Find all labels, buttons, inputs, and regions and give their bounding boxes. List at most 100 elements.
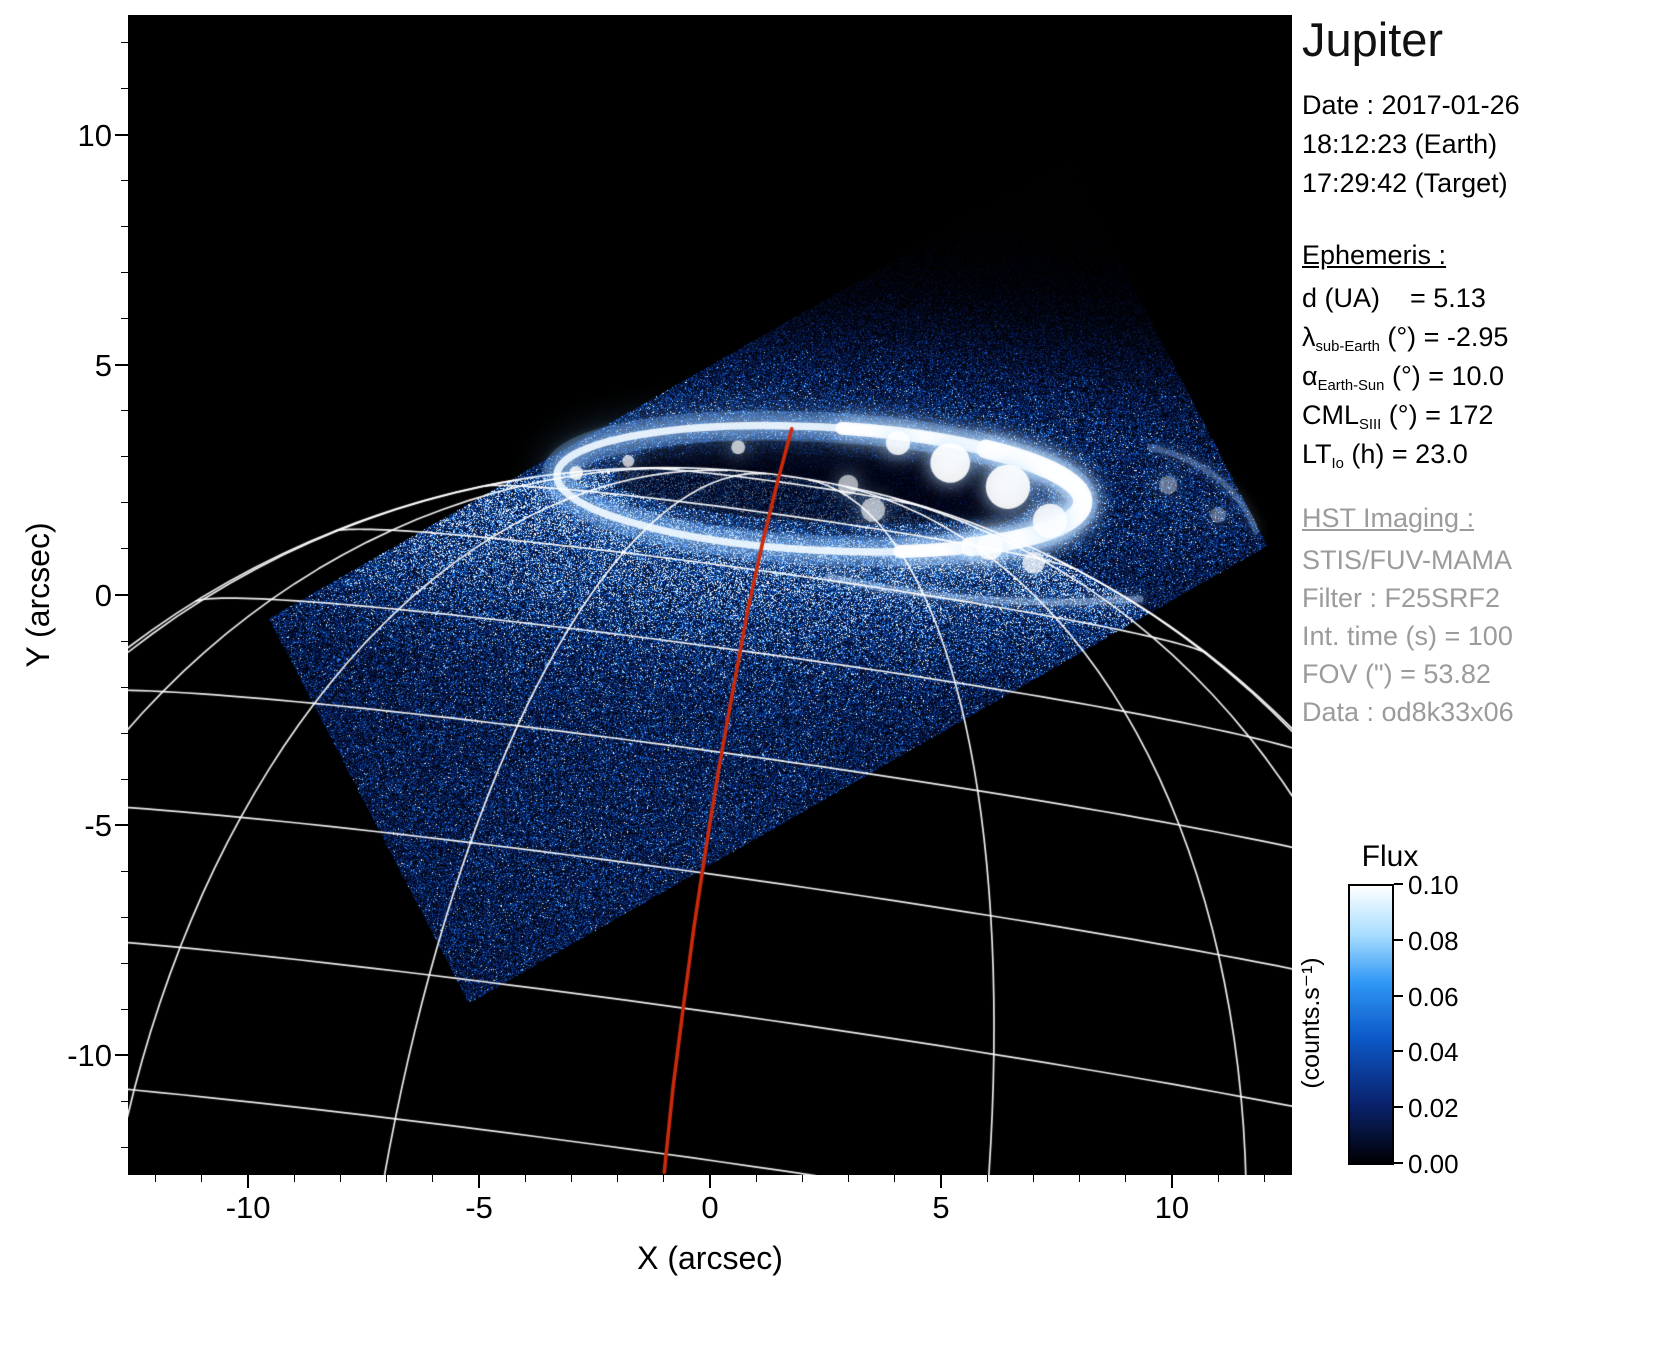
x-axis-minor-tick (294, 1175, 295, 1182)
colorbar-tick-label: 0.08 (1408, 926, 1488, 957)
y-axis-minor-tick (121, 88, 128, 89)
y-axis-tick-label: -10 (28, 1038, 112, 1074)
x-axis-minor-tick (386, 1175, 387, 1182)
x-axis-minor-tick (525, 1175, 526, 1182)
y-axis-tick-label: 5 (28, 348, 112, 384)
x-axis-tick (709, 1175, 711, 1188)
x-axis-minor-tick (894, 1175, 895, 1182)
colorbar-tick (1394, 1106, 1403, 1108)
x-axis-tick-label: -5 (434, 1190, 524, 1226)
colorbar-unit-label: (counts.s⁻¹) (1296, 893, 1328, 1153)
x-axis-minor-tick (1218, 1175, 1219, 1182)
observation-date: Date : 2017-01-26 (1302, 90, 1520, 121)
y-axis-minor-tick (121, 502, 128, 503)
x-axis-tick-label: 5 (896, 1190, 986, 1226)
hst-filter: Filter : F25SRF2 (1302, 583, 1500, 614)
hst-data-id: Data : od8k33x06 (1302, 697, 1514, 728)
hst-int-time: Int. time (s) = 100 (1302, 621, 1513, 652)
x-axis-tick-label: 0 (665, 1190, 755, 1226)
x-axis-minor-tick (571, 1175, 572, 1182)
ephemeris-quantity: λ (1302, 322, 1316, 352)
ephemeris-item-distance: d (UA) = 5.13 (1302, 283, 1486, 316)
flux-colorbar (1348, 884, 1394, 1165)
x-axis-minor-tick (802, 1175, 803, 1182)
colorbar-tick-label: 0.02 (1408, 1093, 1488, 1124)
hst-instrument: STIS/FUV-MAMA (1302, 545, 1512, 576)
x-axis-minor-tick (663, 1175, 664, 1182)
ephemeris-item-io-local-time: LTIo (h) = 23.0 (1302, 439, 1468, 472)
y-axis-minor-tick (121, 641, 128, 642)
colorbar-title: Flux (1330, 840, 1450, 874)
colorbar-tick (1394, 1050, 1403, 1052)
figure-root: X (arcsec) Y (arcsec) Jupiter Date : 201… (0, 0, 1676, 1367)
ephemeris-value: (h) = 23.0 (1344, 439, 1468, 469)
y-axis-minor-tick (121, 871, 128, 872)
ephemeris-quantity: α (1302, 361, 1318, 391)
x-axis-title: X (arcsec) (560, 1240, 860, 1277)
colorbar-tick-label: 0.00 (1408, 1149, 1488, 1180)
y-axis-tick-label: 0 (28, 578, 112, 614)
colorbar-tick-label: 0.10 (1408, 870, 1488, 901)
ephemeris-quantity: CML (1302, 400, 1359, 430)
ephemeris-value: (°) = 172 (1381, 400, 1493, 430)
ephemeris-subscript: sub-Earth (1316, 339, 1380, 355)
y-axis-minor-tick (121, 42, 128, 43)
y-axis-tick-label: 10 (28, 118, 112, 154)
ephemeris-item-subearth-latitude: λsub-Earth (°) = -2.95 (1302, 322, 1508, 355)
x-axis-minor-tick (201, 1175, 202, 1182)
y-axis-minor-tick (121, 272, 128, 273)
y-axis-minor-tick (121, 1101, 128, 1102)
x-axis-tick (247, 1175, 249, 1188)
x-axis-minor-tick (432, 1175, 433, 1182)
ephemeris-value: = 5.13 (1380, 283, 1486, 313)
y-axis-minor-tick (121, 410, 128, 411)
x-axis-tick (940, 1175, 942, 1188)
y-axis-tick (115, 1054, 128, 1056)
x-axis-minor-tick (1264, 1175, 1265, 1182)
hst-fov: FOV (") = 53.82 (1302, 659, 1491, 690)
ephemeris-value: (°) = 10.0 (1384, 361, 1504, 391)
ephemeris-quantity: d (UA) (1302, 283, 1380, 313)
colorbar-tick (1394, 939, 1403, 941)
y-axis-minor-tick (121, 226, 128, 227)
x-axis-minor-tick (617, 1175, 618, 1182)
colorbar-tick-label: 0.06 (1408, 982, 1488, 1013)
ephemeris-subscript: Io (1332, 456, 1344, 472)
y-axis-minor-tick (121, 917, 128, 918)
y-axis-minor-tick (121, 318, 128, 319)
x-axis-minor-tick (848, 1175, 849, 1182)
y-axis-minor-tick (121, 733, 128, 734)
y-axis-tick (115, 364, 128, 366)
y-axis-minor-tick (121, 456, 128, 457)
y-axis-tick (115, 134, 128, 136)
y-axis-minor-tick (121, 1147, 128, 1148)
ephemeris-quantity: LT (1302, 439, 1332, 469)
x-axis-minor-tick (756, 1175, 757, 1182)
x-axis-tick (478, 1175, 480, 1188)
ephemeris-value: (°) = -2.95 (1380, 322, 1509, 352)
x-axis-tick (1171, 1175, 1173, 1188)
y-axis-minor-tick (121, 963, 128, 964)
y-axis-tick (115, 824, 128, 826)
x-axis-minor-tick (1033, 1175, 1034, 1182)
page-title: Jupiter (1302, 12, 1443, 67)
y-axis-minor-tick (121, 779, 128, 780)
x-axis-minor-tick (1125, 1175, 1126, 1182)
y-axis-minor-tick (121, 687, 128, 688)
y-axis-minor-tick (121, 548, 128, 549)
colorbar-tick-label: 0.04 (1408, 1037, 1488, 1068)
colorbar-tick (1394, 1162, 1403, 1164)
y-axis-tick-label: -5 (28, 808, 112, 844)
y-axis-minor-tick (121, 1009, 128, 1010)
ephemeris-subscript: SIII (1359, 417, 1381, 433)
y-axis-tick (115, 594, 128, 596)
hst-imaging-heading: HST Imaging : (1302, 503, 1474, 534)
ephemeris-heading: Ephemeris : (1302, 240, 1446, 271)
y-axis-minor-tick (121, 180, 128, 181)
x-axis-minor-tick (340, 1175, 341, 1182)
ephemeris-item-cml: CMLSIII (°) = 172 (1302, 400, 1493, 433)
x-axis-tick-label: -10 (203, 1190, 293, 1226)
ephemeris-subscript: Earth-Sun (1318, 378, 1385, 394)
x-axis-minor-tick (155, 1175, 156, 1182)
ephemeris-item-phase-angle: αEarth-Sun (°) = 10.0 (1302, 361, 1504, 394)
